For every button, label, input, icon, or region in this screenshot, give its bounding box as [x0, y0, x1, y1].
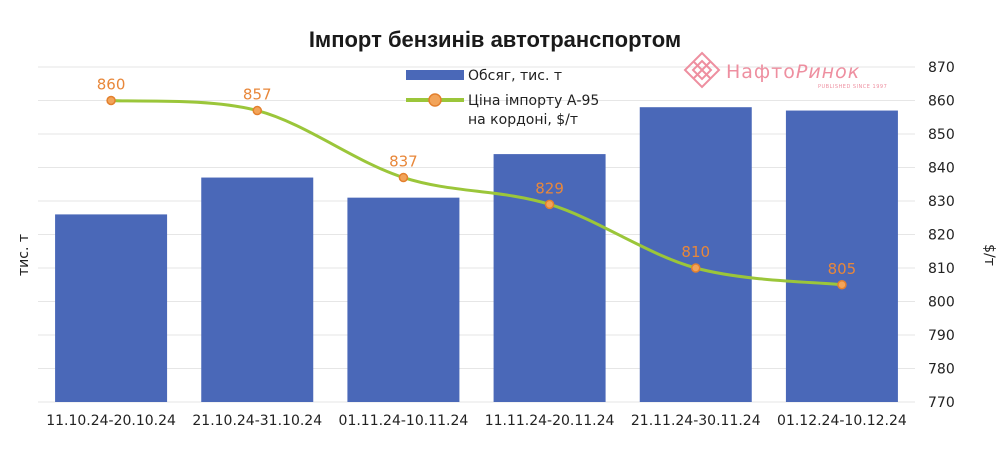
price-data-label: 805: [828, 260, 857, 278]
volume-bar: [347, 197, 460, 402]
right-axis-tick: 830: [928, 194, 955, 210]
category-label: 21.11.24-30.11.24: [631, 413, 761, 429]
price-point: [837, 280, 847, 290]
logo-name-part1: Нафто: [726, 61, 796, 83]
volume-bar: [55, 214, 168, 402]
legend-line-label-1: Ціна імпорту А-95: [468, 93, 599, 109]
price-point: [544, 199, 555, 210]
price-data-label: 857: [243, 86, 272, 104]
right-axis-tick: 780: [928, 362, 955, 378]
volume-bar: [785, 110, 898, 403]
price-data-label: 837: [389, 153, 418, 171]
right-axis-ticks: 870 860 850 840 830 820 810 800 790 780 770: [928, 60, 955, 411]
legend-line-marker: [428, 93, 442, 107]
logo: НафтоРинок PUBLISHED SINCE 1997: [683, 51, 887, 90]
legend-line-label-2: на кордоні, $/т: [468, 112, 578, 128]
diamond-lattice-logo-icon: [683, 51, 721, 89]
chart-title: Імпорт бензинів автотранспортом: [309, 27, 681, 52]
category-labels: 11.10.24-20.10.24 21.10.24-31.10.24 01.11.…: [46, 413, 907, 429]
category-label: 21.10.24-31.10.24: [192, 413, 322, 429]
right-axis-tick: 820: [928, 228, 955, 244]
legend-bar-label: Обсяг, тис. т: [468, 68, 562, 84]
logo-subtitle: PUBLISHED SINCE 1997: [818, 84, 887, 90]
price-point: [691, 263, 701, 273]
category-label: 11.10.24-20.10.24: [46, 413, 176, 429]
logo-name-part2: Ринок: [796, 61, 860, 83]
right-axis-tick: 860: [928, 94, 955, 110]
right-axis-tick: 840: [928, 161, 955, 177]
right-axis-tick: 790: [928, 328, 955, 344]
right-axis-tick: 770: [928, 395, 955, 411]
volume-bar: [201, 177, 314, 402]
right-axis-tick: 870: [928, 60, 955, 76]
price-data-label: 829: [535, 179, 564, 197]
price-line-layer: [106, 95, 847, 290]
price-line: [110, 99, 843, 287]
category-label: 11.11.24-20.11.24: [485, 413, 615, 429]
data-labels: 860 857 837 829 810 805: [97, 76, 856, 278]
svg-text:НафтоРинок: НафтоРинок: [726, 61, 860, 83]
legend-bar-swatch: [406, 70, 464, 80]
legend: Обсяг, тис. т Ціна імпорту А-95 на кордо…: [406, 68, 599, 128]
bars: [55, 107, 898, 403]
category-label: 01.12.24-10.12.24: [777, 413, 907, 429]
right-axis-label: $/т: [981, 244, 997, 266]
price-point: [106, 95, 116, 106]
right-axis-tick: 800: [928, 295, 955, 311]
price-point: [398, 172, 409, 183]
price-point: [252, 105, 262, 116]
right-axis-tick: 850: [928, 127, 955, 143]
category-label: 01.11.24-10.11.24: [339, 413, 469, 429]
price-data-label: 810: [681, 243, 710, 261]
price-data-label: 860: [97, 76, 126, 94]
right-axis-tick: 810: [928, 261, 955, 277]
left-axis-label: тис. т: [16, 234, 32, 276]
